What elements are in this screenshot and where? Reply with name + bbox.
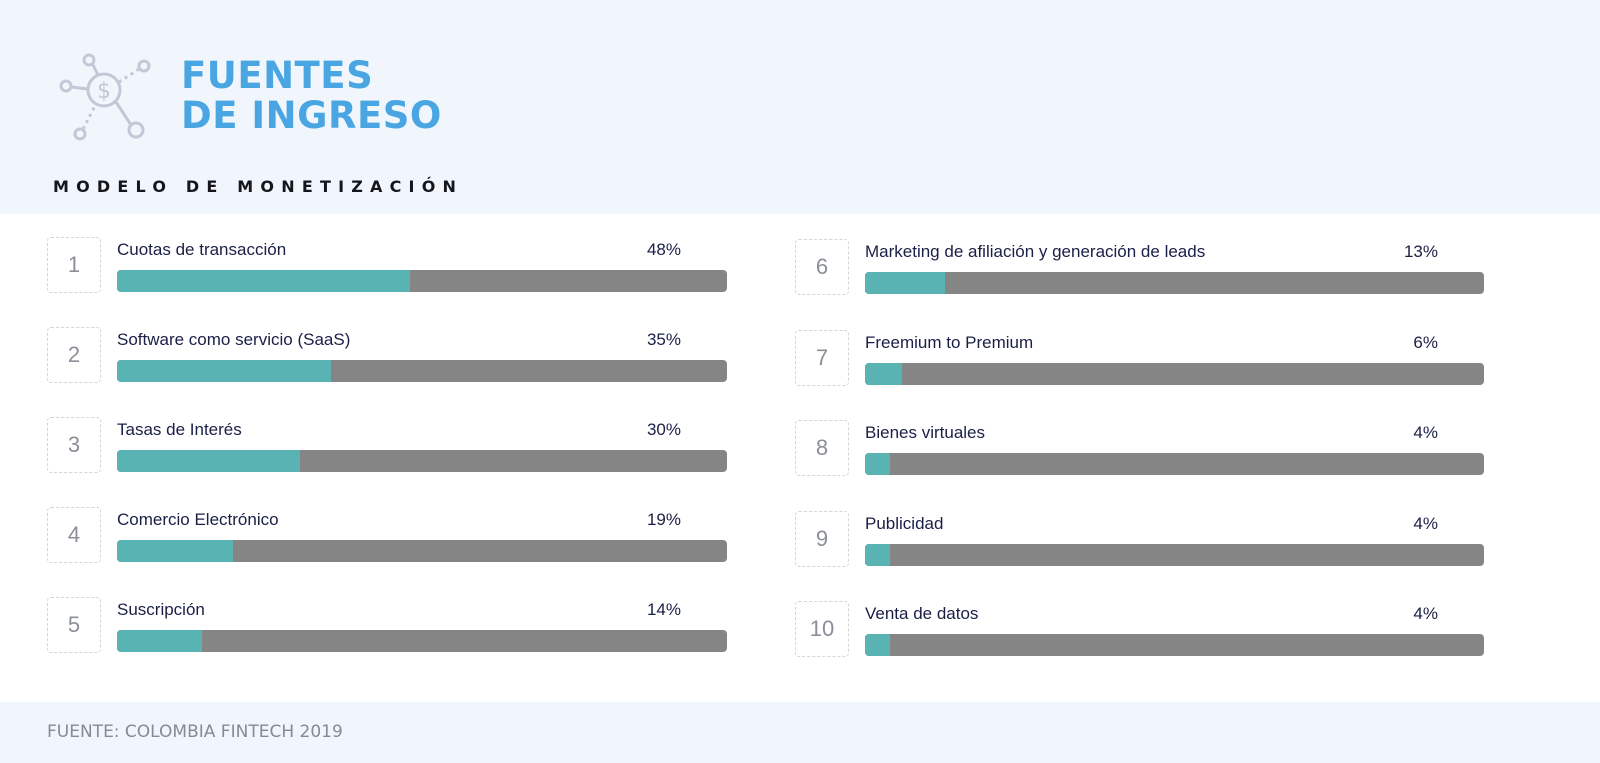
category-label: Comercio Electrónico	[117, 510, 279, 529]
value-label: 13%	[1403, 242, 1438, 261]
subtitle: MODELO DE MONETIZACIÓN	[53, 177, 464, 196]
bar-fill	[865, 363, 902, 385]
bar-track	[117, 360, 727, 382]
category-label: Cuotas de transacción	[117, 240, 287, 259]
bar-track	[117, 270, 727, 292]
rank-badge: 3	[47, 417, 101, 473]
bar-fill	[117, 270, 410, 292]
bar-track	[117, 540, 727, 562]
title-line-2: DE INGRESO	[181, 94, 442, 137]
rank-badge: 5	[47, 597, 101, 653]
bar-fill	[117, 360, 331, 382]
category-label: Suscripción	[117, 600, 205, 619]
value-label: 30%	[646, 420, 681, 439]
value-label: 35%	[646, 330, 681, 349]
bar-track	[865, 363, 1484, 385]
bar-track	[865, 453, 1484, 475]
value-label: 48%	[646, 240, 681, 259]
category-label: Freemium to Premium	[865, 333, 1034, 352]
value-label: 14%	[646, 600, 681, 619]
bar-track	[117, 630, 727, 652]
bar-fill	[865, 634, 890, 656]
rank-badge: 2	[47, 327, 101, 383]
rank-badge: 1	[47, 237, 101, 293]
bar-track	[865, 544, 1484, 566]
source-note: FUENTE: COLOMBIA FINTECH 2019	[47, 722, 343, 742]
title-line-1: FUENTES	[181, 54, 374, 97]
value-label: 19%	[646, 510, 681, 529]
rank-badge: 8	[795, 420, 849, 476]
bar-fill	[865, 453, 890, 475]
header: $ FUENTES DE INGRESO MODELO DE MONETIZAC…	[0, 0, 1600, 214]
rank-badge: 7	[795, 330, 849, 386]
rank-badge: 4	[47, 507, 101, 563]
bar-fill	[117, 450, 300, 472]
bar-track	[117, 450, 727, 472]
category-label: Software como servicio (SaaS)	[117, 330, 351, 349]
bar-fill	[117, 630, 202, 652]
bar-chart: 1 Cuotas de transacción 48% 2 Software como …	[0, 214, 1600, 702]
footer: FUENTE: COLOMBIA FINTECH 2019	[0, 702, 1600, 763]
page-title: FUENTES DE INGRESO	[181, 56, 442, 136]
category-label: Marketing de afiliación y generación de …	[865, 242, 1206, 261]
bar-fill	[865, 272, 945, 294]
category-label: Venta de datos	[865, 604, 979, 623]
bar-track	[865, 634, 1484, 656]
rank-badge: 10	[795, 601, 849, 657]
category-label: Bienes virtuales	[865, 423, 986, 442]
bar-fill	[865, 544, 890, 566]
svg-text:$: $	[97, 79, 111, 104]
rank-badge: 9	[795, 511, 849, 567]
value-label: 4%	[1413, 423, 1438, 442]
value-label: 4%	[1413, 604, 1438, 623]
category-label: Publicidad	[865, 514, 944, 533]
value-label: 6%	[1413, 333, 1438, 352]
value-label: 4%	[1413, 514, 1438, 533]
money-network-icon: $	[59, 53, 151, 141]
rank-badge: 6	[795, 239, 849, 295]
bar-fill	[117, 540, 233, 562]
bar-track	[865, 272, 1484, 294]
category-label: Tasas de Interés	[117, 420, 242, 439]
